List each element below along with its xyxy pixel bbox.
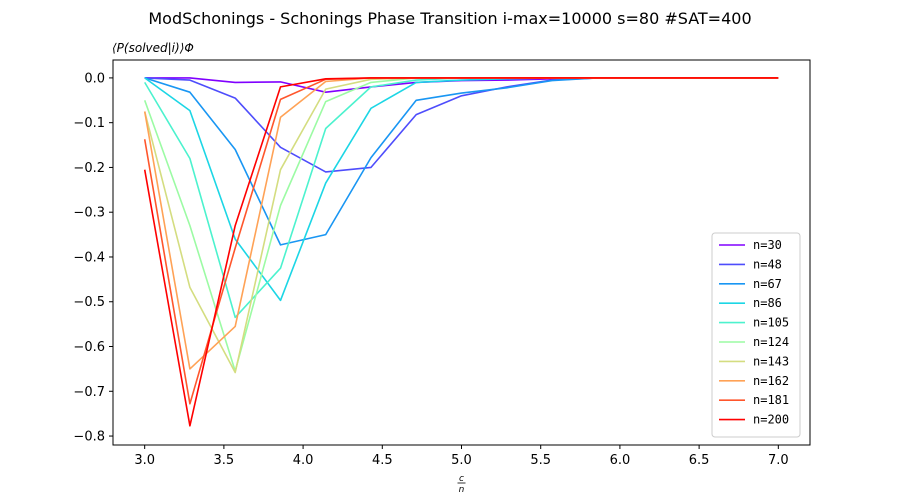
y-tick-label: −0.4: [73, 250, 105, 265]
x-axis: 3.0 3.5 4.0 4.5 5.0 5.5 6.0 6.5 7.0: [134, 445, 789, 468]
x-axis-label: cn: [457, 474, 466, 495]
y-tick-label: 0.0: [84, 71, 105, 86]
series-line-n=86: [144, 77, 779, 302]
y-tick-label: −0.1: [73, 116, 105, 131]
y-tick-label: −0.3: [73, 206, 105, 221]
series-line-n=143: [143, 77, 779, 374]
legend: n=30 n=48 n=67 n=86 n=105 n=124 n=143 n=162 n=18…: [711, 232, 801, 438]
plot-frame: [112, 59, 811, 446]
y-tick-label: −0.2: [73, 161, 105, 176]
y-axis-label: ⟨P(solved|i)⟩Φ: [112, 41, 194, 55]
y-tick-label: −0.5: [73, 295, 105, 310]
legend-label: n=86: [753, 296, 782, 310]
x-tick-label: 5.5: [530, 453, 551, 468]
x-tick-label: 4.5: [372, 453, 393, 468]
y-axis: 0.0 −0.1 −0.2 −0.3 −0.4 −0.5 −0.6 −0.7 −0.8: [73, 71, 113, 445]
x-tick-label: 6.0: [610, 453, 631, 468]
series-line-n=124: [143, 77, 779, 372]
series-layer: [143, 77, 779, 427]
y-tick-label: −0.6: [73, 340, 105, 355]
legend-label: n=162: [753, 374, 789, 388]
x-tick-label: 6.5: [689, 453, 710, 468]
series-line-n=105: [144, 77, 779, 319]
legend-label: n=143: [753, 354, 789, 368]
chart-title: ModSchonings - Schonings Phase Transitio…: [148, 9, 751, 28]
legend-label: n=67: [753, 277, 782, 291]
x-tick-label: 4.0: [293, 453, 314, 468]
x-label-denominator: n: [459, 485, 465, 495]
series-line-n=162: [143, 77, 779, 370]
series-line-n=200: [143, 77, 779, 427]
x-tick-label: 3.0: [134, 453, 155, 468]
x-tick-label: 3.5: [214, 453, 235, 468]
x-tick-label: 5.0: [451, 453, 472, 468]
legend-label: n=48: [753, 257, 782, 271]
legend-label: n=124: [753, 335, 789, 349]
legend-label: n=105: [753, 316, 789, 330]
legend-label: n=30: [753, 238, 782, 252]
legend-label: n=181: [753, 393, 789, 407]
y-tick-label: −0.8: [73, 430, 105, 445]
y-tick-label: −0.7: [73, 385, 105, 400]
legend-label: n=200: [753, 413, 789, 427]
x-label-numerator: c: [459, 474, 464, 484]
x-tick-label: 7.0: [768, 453, 789, 468]
